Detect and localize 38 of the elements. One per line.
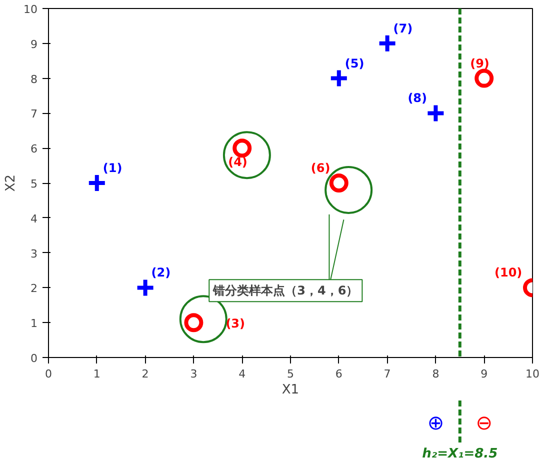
y-tick-label: 10 bbox=[24, 3, 38, 16]
x-tick-label: 2 bbox=[142, 368, 149, 380]
y-tick-label: 1 bbox=[30, 317, 38, 330]
text: ⊖ bbox=[476, 410, 492, 435]
annotation: 错分类样本点（3，4，6） bbox=[212, 284, 358, 298]
y-tick-label: 6 bbox=[30, 142, 38, 156]
x-tick-label: 7 bbox=[384, 368, 391, 380]
annotation: (4) bbox=[228, 155, 248, 170]
annotation: (6) bbox=[310, 161, 330, 175]
x-tick-label: 9 bbox=[480, 368, 488, 380]
x-tick-label: 0 bbox=[45, 368, 52, 380]
annotation: (9) bbox=[470, 56, 490, 70]
y-tick-label: 2 bbox=[30, 282, 38, 296]
y-tick-label: 0 bbox=[30, 352, 38, 365]
y-tick-label: 8 bbox=[30, 72, 38, 86]
y-tick-label: 4 bbox=[30, 212, 38, 226]
annotation: (8) bbox=[408, 91, 428, 106]
x-tick-label: 6 bbox=[335, 368, 342, 380]
annotation: (2) bbox=[151, 266, 171, 280]
y-axis-title: X2 bbox=[4, 174, 19, 192]
x-axis-title: X1 bbox=[282, 382, 300, 398]
x-tick-label: 4 bbox=[238, 368, 246, 380]
annotation: (1) bbox=[102, 161, 122, 175]
text: ⊕ bbox=[427, 410, 444, 435]
annotation: (3) bbox=[226, 316, 246, 331]
annotation: (5) bbox=[344, 56, 364, 70]
x-tick-label: 5 bbox=[287, 368, 294, 380]
y-tick-label: 7 bbox=[30, 108, 38, 121]
x-tick-label: 10 bbox=[526, 368, 540, 380]
y-tick-label: 9 bbox=[30, 38, 38, 51]
x-tick-label: 3 bbox=[190, 368, 198, 380]
x-tick-label: 8 bbox=[432, 368, 440, 380]
annotation: (10) bbox=[494, 266, 522, 280]
x-tick-label: 1 bbox=[93, 368, 100, 380]
y-tick-label: 3 bbox=[30, 247, 38, 260]
y-tick-label: 5 bbox=[30, 178, 38, 190]
ref-line-label: h₂=X₁=8.5 bbox=[422, 446, 498, 462]
annotation: (7) bbox=[393, 21, 413, 36]
